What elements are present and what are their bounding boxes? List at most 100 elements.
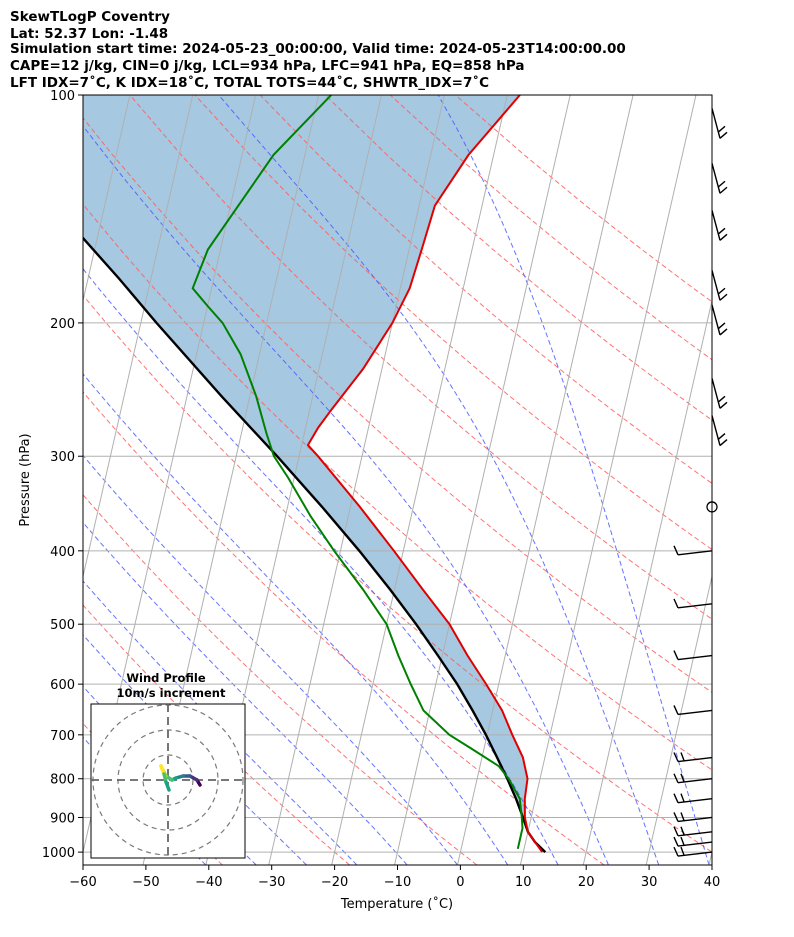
wind-barb-flag	[673, 836, 679, 847]
x-tick-label: −10	[384, 875, 411, 890]
cape-shaded-area	[83, 95, 546, 853]
moist-adiabat-line	[83, 125, 609, 865]
x-axis-label: Temperature (˚C)	[340, 896, 453, 912]
inset-ring	[142, 754, 194, 806]
wind-barb-staff	[677, 550, 713, 556]
wind-barb-flag	[717, 395, 726, 403]
moist-adiabat-line	[83, 521, 408, 865]
wind-barb-flag	[719, 401, 728, 409]
wind-barb-staff	[711, 378, 721, 409]
y-tick-label: 400	[50, 545, 75, 560]
isotherm-line	[519, 95, 697, 865]
temperature-line	[306, 95, 544, 853]
isotherm-line	[83, 95, 131, 303]
wind-barb-flag	[673, 650, 679, 660]
title-line: CAPE=12 j/kg, CIN=0 j/kg, LCL=934 hPa, L…	[10, 58, 525, 74]
x-axis-ticks: −60 −50 −40 −30 −20 −10 0 10 20 30 40	[69, 865, 720, 890]
wind-barb-flag	[673, 846, 679, 857]
wind-barb-flag	[673, 545, 679, 556]
wind-barb-staff	[677, 778, 713, 784]
y-tick-label: 1000	[42, 846, 75, 861]
wind-barb-staff	[677, 851, 713, 857]
dry-adiabat-line	[83, 117, 712, 694]
isotherm-line	[0, 95, 4, 865]
isotherm-line	[331, 95, 508, 865]
sounding-profiles	[83, 95, 547, 853]
moist-adiabat-line	[83, 454, 458, 865]
isotherm-line	[83, 95, 194, 579]
dry-adiabat-line	[83, 294, 712, 853]
dry-adiabat-line	[83, 604, 350, 865]
dry-adiabats	[83, 95, 712, 865]
dry-adiabat-line	[129, 95, 712, 620]
wind-barb-flag	[717, 227, 726, 235]
wind-barb-flag	[717, 322, 726, 330]
x-tick-label: −20	[321, 875, 348, 890]
wind-barb-staff	[711, 108, 721, 139]
x-tick-label: 0	[456, 875, 464, 890]
inset-rings	[91, 704, 245, 858]
wind-barb-flag	[680, 836, 685, 846]
wind-barb-flag	[673, 773, 679, 784]
wind-barb-flag	[719, 233, 728, 241]
title-line: Simulation start time: 2024-05-23_00:00:…	[10, 41, 626, 57]
moist-adiabat-line	[83, 268, 559, 865]
wind-profile-inset: Wind Profile 10m/s increment	[90, 671, 246, 859]
dry-adiabat-line	[259, 95, 712, 484]
wind-barb-flag	[717, 125, 726, 133]
y-tick-label: 600	[50, 678, 75, 693]
wind-barb-flag	[680, 773, 685, 782]
wind-barb-flag	[680, 793, 685, 802]
wind-barb-flag	[673, 705, 679, 715]
wind-barb-flag	[717, 180, 726, 188]
isotherm-line	[708, 849, 712, 865]
wind-barb-staff	[677, 841, 713, 847]
hodograph-segment	[164, 780, 171, 792]
moist-adiabat-line	[218, 95, 660, 865]
wind-barb-staff	[711, 270, 721, 301]
wind-barbs	[673, 108, 728, 857]
cape-area-fill	[83, 95, 546, 853]
inset-subtitle: 10m/s increment	[117, 686, 226, 700]
wind-barb-flag	[719, 186, 728, 194]
wind-barb-flag	[719, 328, 728, 336]
wind-barb-flag	[680, 752, 685, 761]
wind-barb-calm	[706, 501, 718, 513]
wind-barb-staff	[677, 816, 713, 823]
isotherm-line	[582, 298, 712, 865]
isotherm-line	[268, 95, 445, 865]
dry-adiabat-line	[194, 95, 712, 551]
y-axis-ticks: 1000 900 800 700 600 500 400 300 200 100	[42, 89, 83, 861]
y-tick-label: 100	[50, 89, 75, 104]
y-tick-label: 700	[50, 729, 75, 744]
wind-barb-flag	[717, 287, 726, 295]
wind-barb-flag	[680, 826, 685, 836]
x-tick-label: 40	[704, 875, 721, 890]
wind-barb-flag	[680, 846, 685, 856]
isotherm-line	[0, 95, 67, 865]
y-tick-label: 500	[50, 618, 75, 633]
wind-barb-flag	[719, 439, 728, 447]
wind-barb-flag	[673, 752, 679, 762]
isotherm-line	[645, 574, 712, 865]
wind-barb-flag	[717, 433, 726, 441]
wind-barb-staff	[677, 709, 713, 716]
moist-adiabats	[83, 95, 710, 865]
wind-barb-staff	[677, 654, 713, 661]
dry-adiabat-line	[83, 203, 712, 771]
dewpoint-line	[191, 95, 524, 850]
isotherm-line	[394, 95, 571, 865]
x-tick-label: −60	[69, 875, 96, 890]
x-tick-label: 30	[641, 875, 658, 890]
wind-barb-flag	[673, 793, 679, 803]
y-tick-label: 200	[50, 317, 75, 332]
y-tick-label: 900	[50, 811, 75, 826]
wind-barb-staff	[677, 831, 713, 837]
wind-barb-staff	[677, 756, 713, 763]
wind-barb-flag	[673, 598, 679, 609]
x-tick-label: 10	[515, 875, 532, 890]
wind-barb-staff	[711, 304, 721, 336]
x-tick-label: −40	[195, 875, 222, 890]
x-tick-label: −50	[132, 875, 159, 890]
